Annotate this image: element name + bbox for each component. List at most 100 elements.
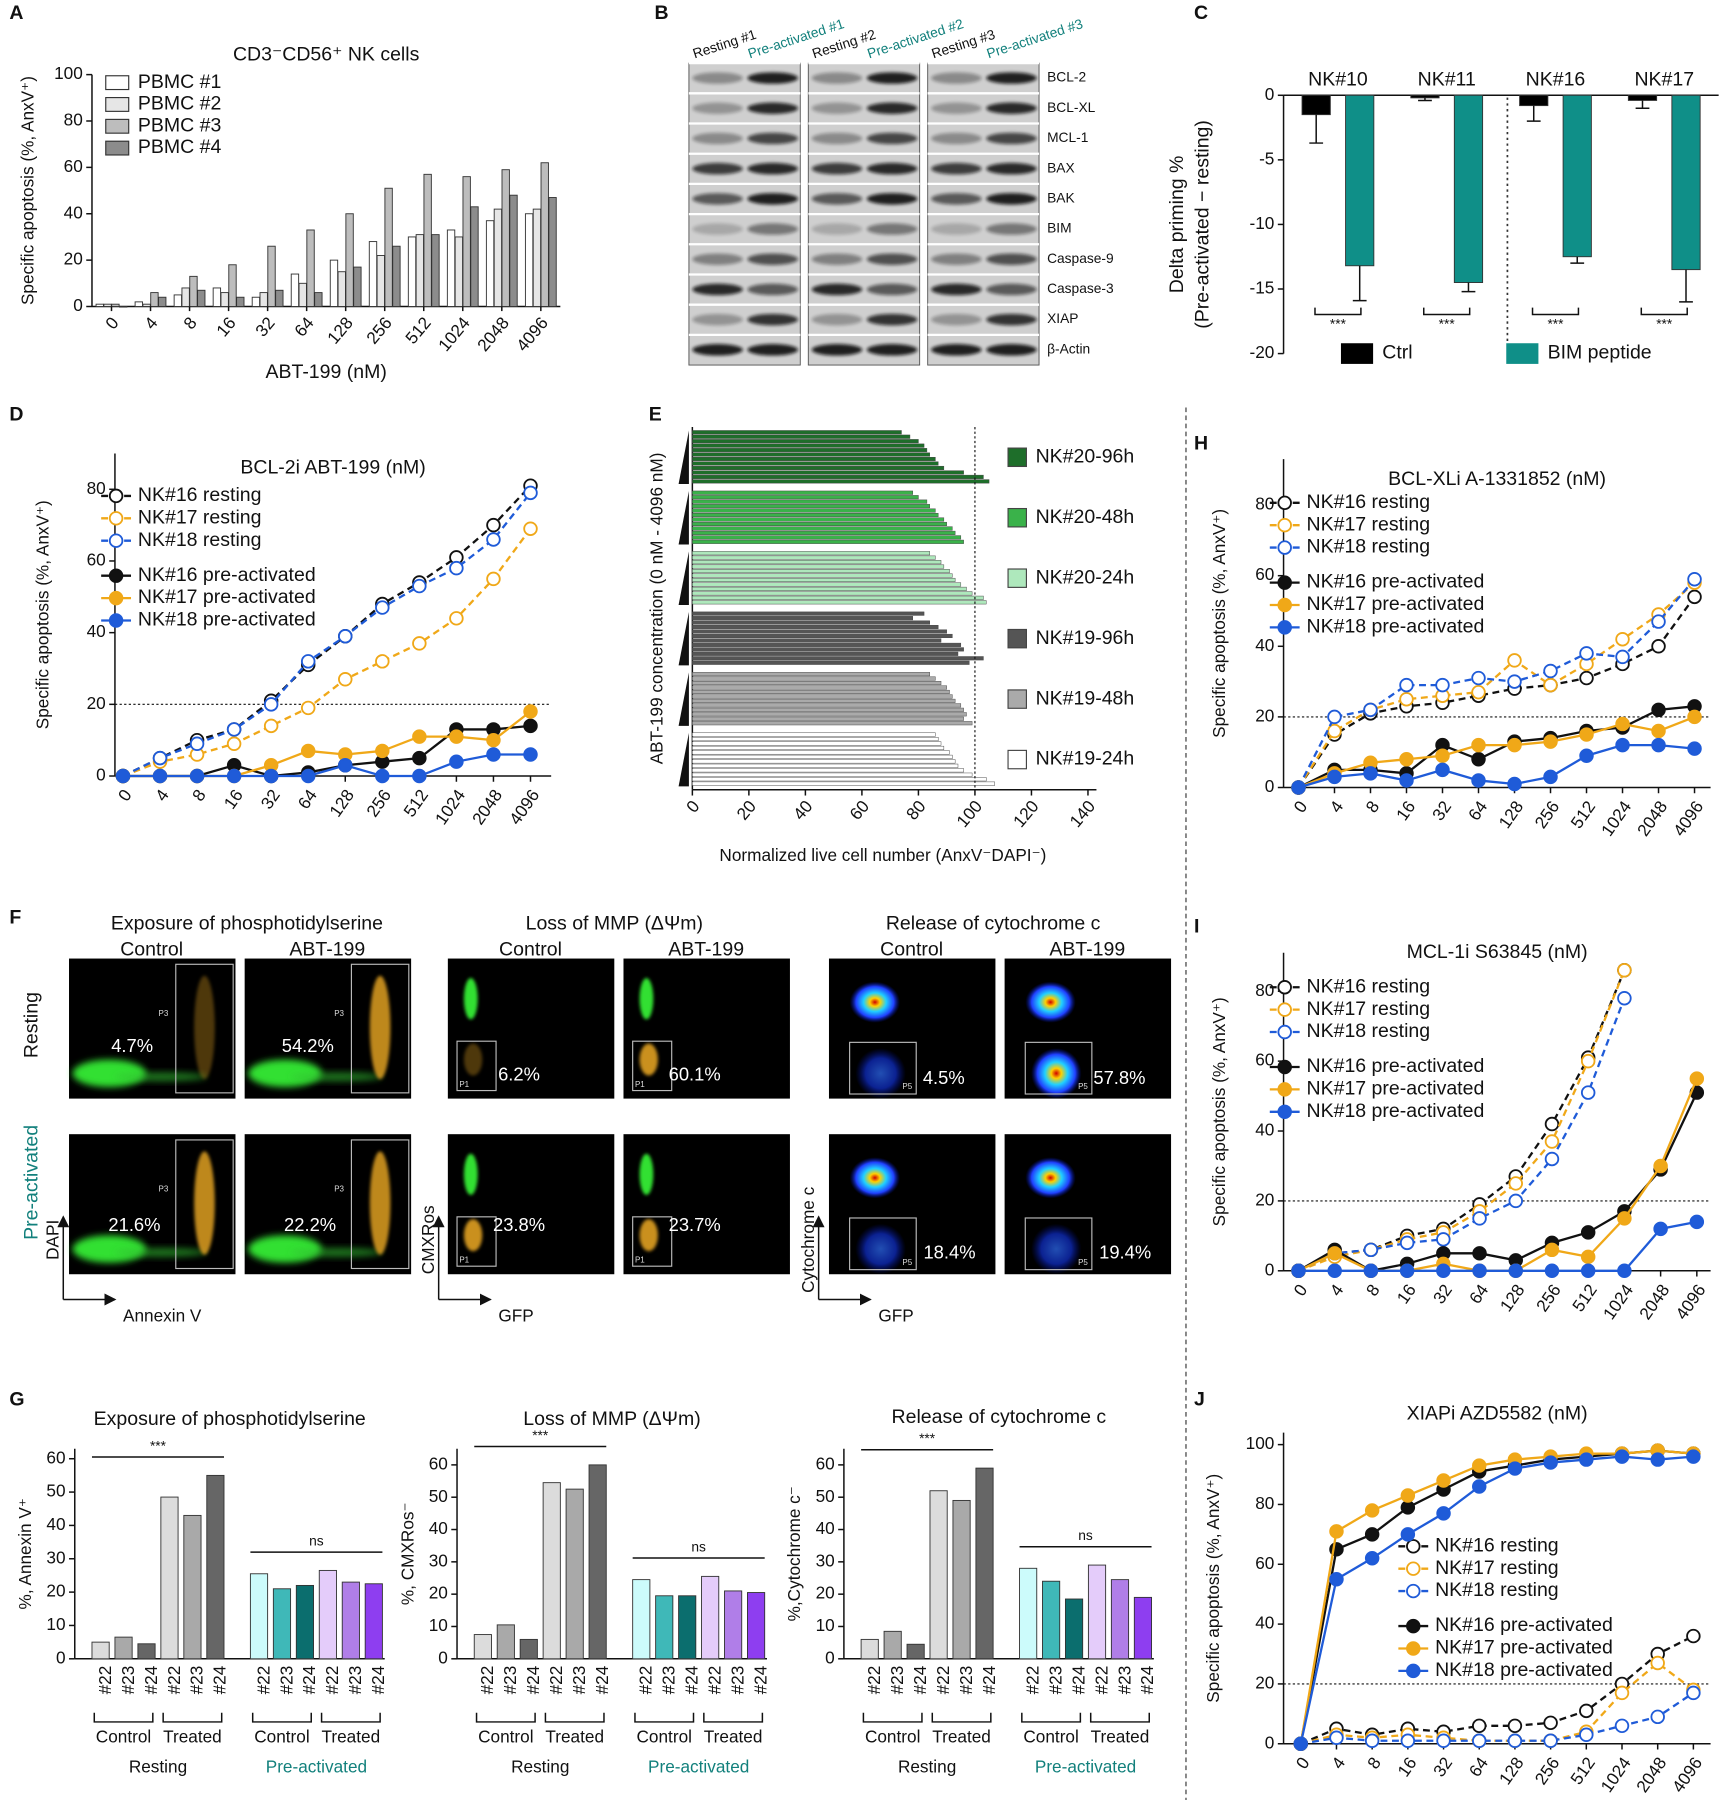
legend-label: NK#19-96h	[1036, 627, 1135, 649]
group-label: Control	[637, 1727, 692, 1747]
x-tick-label: #23	[500, 1666, 520, 1695]
bar	[692, 443, 925, 448]
x-tick-label: #24	[750, 1665, 770, 1694]
blot-band	[811, 344, 863, 356]
group-bracket	[251, 1712, 312, 1723]
bar	[632, 1579, 651, 1660]
point	[226, 768, 242, 784]
significance-label: ***	[1547, 317, 1564, 332]
point	[1543, 1455, 1558, 1470]
group-bracket	[544, 1712, 605, 1723]
point	[1650, 1655, 1665, 1671]
blot-band	[931, 102, 982, 114]
bar	[415, 234, 425, 307]
gate	[456, 1040, 497, 1092]
y-axis-label: Specific apoptosis (%, AnxV⁺)	[32, 500, 52, 729]
x-tick-label: #22	[322, 1666, 342, 1695]
point	[1651, 702, 1666, 718]
x-tick-label: 16	[1392, 797, 1419, 824]
y-tick-label: 40	[429, 1518, 448, 1538]
legend-swatch	[1007, 447, 1027, 468]
bar	[692, 504, 930, 509]
y-tick-label: 60	[816, 1453, 835, 1473]
bar	[158, 296, 167, 307]
flow-condition: Control	[499, 939, 562, 961]
x-tick-label: #24	[368, 1665, 388, 1694]
blot-band	[692, 313, 743, 326]
bar	[692, 526, 953, 531]
legend-label: NK#16 resting	[1307, 491, 1431, 513]
group-bracket	[862, 1712, 923, 1723]
x-axis-label: ABT-199 (nM)	[265, 361, 386, 383]
legend-label: NK#18 resting	[1307, 536, 1431, 558]
gate-label: P1	[459, 1256, 469, 1265]
bar	[197, 289, 206, 307]
point	[1507, 674, 1522, 689]
point	[1580, 1085, 1596, 1100]
y-tick-label: 50	[816, 1486, 835, 1506]
point	[1471, 670, 1486, 686]
legend-marker	[1277, 1082, 1292, 1097]
point	[1544, 1116, 1560, 1132]
point	[1508, 1176, 1523, 1191]
y-tick-label: 60	[429, 1453, 448, 1473]
x-tick-label: 16	[212, 313, 240, 341]
legend-swatch	[1007, 568, 1027, 588]
bar	[251, 296, 261, 307]
y-axis-label: ABT-199 concentration (0 nM - 4096 nM)	[646, 453, 666, 765]
x-tick-label: 4	[151, 785, 173, 805]
bar	[181, 287, 190, 307]
bar	[747, 1592, 766, 1660]
blot-band	[866, 313, 918, 326]
x-tick-label: 512	[399, 786, 432, 821]
bar	[1133, 1596, 1153, 1660]
bar	[692, 448, 928, 453]
x-tick-label: 512	[1566, 1753, 1599, 1788]
legend-marker	[108, 488, 124, 504]
legend-label: NK#18 pre-activated	[138, 609, 316, 631]
y-tick-label: 0	[56, 1647, 66, 1667]
x-tick-label: 128	[1495, 1753, 1528, 1788]
flow-condition: Control	[120, 939, 183, 961]
blot-band	[811, 253, 863, 265]
y-tick-label: 50	[429, 1486, 448, 1506]
legend-swatch	[105, 140, 130, 156]
bar	[692, 625, 939, 630]
point	[1615, 631, 1630, 647]
y-tick-label: 100	[54, 63, 83, 83]
bar	[173, 294, 183, 307]
legend-swatch	[1007, 689, 1027, 709]
point	[412, 768, 427, 784]
blot-band	[931, 313, 982, 326]
point	[1472, 1479, 1487, 1494]
x-tick-label: #22	[1022, 1666, 1042, 1695]
significance-label: ***	[1330, 317, 1347, 332]
group-label: Control	[254, 1727, 309, 1747]
point	[1436, 1733, 1451, 1748]
blot-band	[692, 132, 743, 145]
y-tick-label: 20	[46, 1581, 65, 1601]
bar	[470, 206, 479, 307]
bar	[1453, 94, 1484, 284]
point	[1327, 1246, 1342, 1261]
y-tick-label: -15	[1250, 278, 1275, 298]
bar	[462, 176, 471, 307]
point	[1544, 1134, 1560, 1149]
y-tick-label: 60	[64, 156, 83, 176]
blot-band	[986, 283, 1037, 296]
bar	[183, 1514, 202, 1660]
blot-band	[747, 223, 798, 235]
point	[1399, 677, 1414, 693]
bar	[692, 721, 973, 726]
bar	[295, 1584, 314, 1660]
bar	[692, 616, 913, 621]
bar	[692, 754, 953, 759]
x-tick-label: #23	[345, 1666, 365, 1695]
y-axis-label: (Pre-activated − resting)	[1191, 120, 1213, 329]
bar	[228, 264, 237, 307]
x-tick-label: 100	[952, 796, 986, 831]
chart-title: MCL-1i S63845 (nM)	[1407, 941, 1588, 963]
legend-marker	[108, 511, 124, 526]
y-tick-label: 0	[96, 765, 106, 785]
y-tick-label: 0	[73, 295, 83, 315]
